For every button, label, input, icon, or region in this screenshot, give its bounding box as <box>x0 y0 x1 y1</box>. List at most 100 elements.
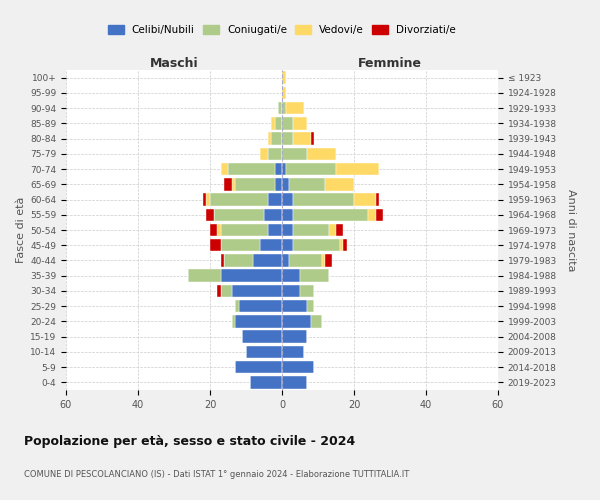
Bar <box>282 224 293 236</box>
Bar <box>264 208 282 221</box>
Bar <box>221 270 282 282</box>
Bar <box>268 148 282 160</box>
Bar <box>268 132 271 145</box>
Bar <box>268 194 282 206</box>
Bar <box>232 178 235 190</box>
Bar <box>307 300 314 312</box>
Bar <box>221 254 224 266</box>
Bar <box>188 270 221 282</box>
Bar <box>221 239 260 252</box>
Bar <box>307 148 336 160</box>
Bar <box>368 208 376 221</box>
Bar <box>343 239 347 252</box>
Text: Maschi: Maschi <box>149 57 199 70</box>
Bar <box>282 86 286 99</box>
Bar <box>235 361 282 374</box>
Bar <box>282 102 286 115</box>
Bar <box>282 72 286 84</box>
Bar <box>282 178 289 190</box>
Bar <box>214 208 264 221</box>
Bar <box>354 194 376 206</box>
Bar <box>376 194 379 206</box>
Bar <box>293 239 340 252</box>
Bar <box>300 270 329 282</box>
Bar <box>221 163 228 175</box>
Bar <box>282 239 293 252</box>
Bar <box>268 224 282 236</box>
Bar <box>282 117 293 130</box>
Bar <box>293 132 311 145</box>
Bar <box>325 178 354 190</box>
Bar <box>293 194 354 206</box>
Bar <box>293 224 329 236</box>
Text: Femmine: Femmine <box>358 57 422 70</box>
Bar <box>242 330 282 343</box>
Bar <box>217 224 221 236</box>
Bar <box>282 346 304 358</box>
Bar <box>228 163 275 175</box>
Bar <box>271 132 282 145</box>
Bar <box>282 376 307 388</box>
Bar <box>289 178 325 190</box>
Bar <box>210 224 217 236</box>
Bar <box>221 284 232 297</box>
Bar <box>250 376 282 388</box>
Bar <box>282 270 300 282</box>
Y-axis label: Fasce di età: Fasce di età <box>16 197 26 263</box>
Bar <box>282 163 286 175</box>
Bar <box>282 284 300 297</box>
Bar <box>286 163 336 175</box>
Bar <box>235 300 239 312</box>
Bar <box>275 178 282 190</box>
Bar <box>322 254 325 266</box>
Legend: Celibi/Nubili, Coniugati/e, Vedovi/e, Divorziati/e: Celibi/Nubili, Coniugati/e, Vedovi/e, Di… <box>104 21 460 40</box>
Bar <box>278 102 282 115</box>
Bar <box>275 117 282 130</box>
Bar <box>311 132 314 145</box>
Bar <box>340 239 343 252</box>
Y-axis label: Anni di nascita: Anni di nascita <box>566 188 577 271</box>
Bar <box>282 254 289 266</box>
Bar <box>246 346 282 358</box>
Bar <box>235 178 275 190</box>
Bar <box>235 315 282 328</box>
Bar <box>282 315 311 328</box>
Bar <box>224 178 232 190</box>
Bar <box>282 300 307 312</box>
Bar <box>311 315 322 328</box>
Bar <box>282 148 307 160</box>
Bar <box>253 254 282 266</box>
Bar <box>325 254 332 266</box>
Text: Popolazione per età, sesso e stato civile - 2024: Popolazione per età, sesso e stato civil… <box>24 435 355 448</box>
Bar <box>282 208 293 221</box>
Bar <box>289 254 322 266</box>
Bar <box>286 102 304 115</box>
Bar <box>329 224 336 236</box>
Bar <box>282 361 314 374</box>
Bar <box>232 315 235 328</box>
Bar <box>293 208 368 221</box>
Bar <box>224 254 253 266</box>
Bar <box>210 239 221 252</box>
Bar <box>300 284 314 297</box>
Bar <box>282 132 293 145</box>
Bar <box>203 194 206 206</box>
Bar <box>239 300 282 312</box>
Bar <box>260 239 282 252</box>
Bar <box>376 208 383 221</box>
Bar <box>336 163 379 175</box>
Bar <box>271 117 275 130</box>
Bar <box>293 117 307 130</box>
Bar <box>232 284 282 297</box>
Bar <box>260 148 268 160</box>
Text: COMUNE DI PESCOLANCIANO (IS) - Dati ISTAT 1° gennaio 2024 - Elaborazione TUTTITA: COMUNE DI PESCOLANCIANO (IS) - Dati ISTA… <box>24 470 409 479</box>
Bar <box>221 224 268 236</box>
Bar <box>210 194 268 206</box>
Bar <box>282 330 307 343</box>
Bar <box>275 163 282 175</box>
Bar <box>336 224 343 236</box>
Bar <box>206 208 214 221</box>
Bar <box>282 194 293 206</box>
Bar <box>217 284 221 297</box>
Bar <box>206 194 210 206</box>
